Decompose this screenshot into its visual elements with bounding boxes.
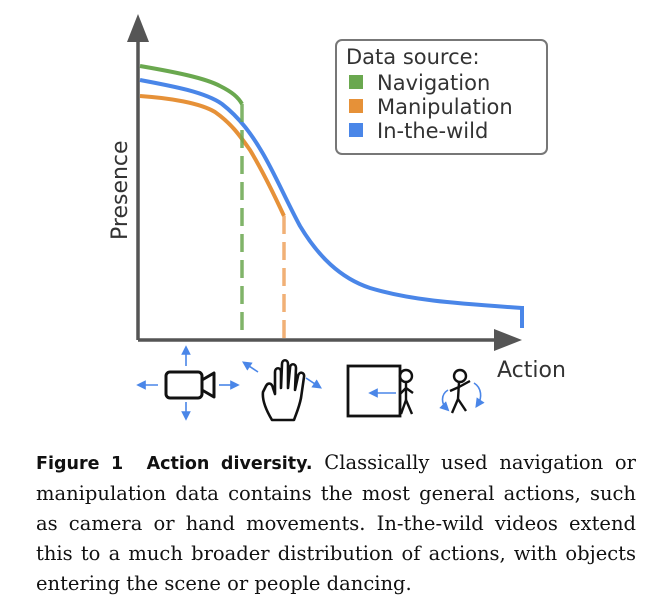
legend-box [335, 39, 548, 155]
hand-icon [242, 358, 322, 422]
series-line-navigation [139, 64, 244, 106]
series-lines [139, 64, 524, 328]
axes [127, 14, 522, 351]
x-axis-label: Action [497, 358, 566, 383]
action-diversity-figure: Presence Action Data source: Navigation … [108, 14, 566, 422]
legend-label-navigation: Navigation [377, 71, 490, 95]
legend-label-in-the-wild: In-the-wild [377, 119, 488, 143]
series-line-in-the-wild [139, 78, 523, 310]
x-axis-arrowhead [494, 329, 522, 351]
legend: Data source: Navigation Manipulation In-… [335, 39, 548, 155]
legend-swatch-manipulation [349, 99, 363, 113]
legend-swatch-in-the-wild [349, 123, 363, 137]
legend-label-manipulation: Manipulation [377, 95, 513, 119]
object-entering-scene-icon [346, 364, 414, 418]
legend-swatch-navigation [349, 75, 363, 89]
series-line-manipulation [139, 94, 286, 217]
figure-caption: Figure 1 Action diversity. Classically u… [36, 448, 636, 599]
caption-body: Classically used navigation or manipulat… [36, 451, 636, 595]
dancing-person-icon [439, 368, 485, 414]
legend-title: Data source: [346, 45, 480, 69]
y-axis-arrowhead [127, 14, 149, 42]
caption-title: Action diversity. [146, 454, 313, 474]
caption-label: Figure 1 [36, 454, 124, 474]
y-axis-label: Presence [108, 140, 133, 240]
camera-icon [136, 345, 240, 421]
